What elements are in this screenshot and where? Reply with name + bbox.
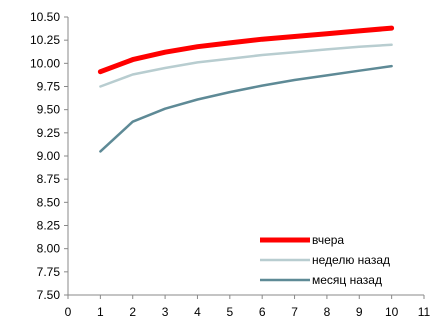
y-tick-label: 9.75: [37, 80, 61, 94]
x-tick-label: 2: [129, 305, 136, 319]
y-tick-label: 7.50: [37, 288, 61, 302]
legend-label: неделю назад: [312, 253, 390, 267]
y-tick-label: 9.50: [37, 103, 61, 117]
series-line-2: [99, 64, 393, 153]
y-tick-label: 8.50: [37, 195, 61, 209]
y-tick-label: 7.75: [37, 265, 61, 279]
x-tick-label: 7: [291, 305, 298, 319]
legend: вчера неделю назад месяц назад: [260, 233, 390, 287]
x-tick-label: 1: [97, 305, 104, 319]
legend-label: месяц назад: [312, 273, 382, 287]
x-tick-label: 5: [226, 305, 233, 319]
series-layer: [97, 25, 395, 153]
x-tick-label: 9: [356, 305, 363, 319]
axes: 10.50 10.25 10.00 9.75 9.50 9.25 9.00 8.75 8.50 8…: [30, 10, 431, 319]
x-tick-label: 8: [324, 305, 331, 319]
x-tick-label: 6: [259, 305, 266, 319]
y-tick-label: 10.50: [30, 10, 60, 24]
y-tick-label: 9.00: [37, 149, 61, 163]
x-tick-label: 11: [418, 305, 431, 319]
y-tick-label: 8.25: [37, 219, 61, 233]
y-tick-label: 8.75: [37, 172, 61, 186]
x-tick-label: 4: [194, 305, 201, 319]
y-tick-label: 10.25: [30, 33, 60, 47]
y-tick-label: 8.00: [37, 242, 61, 256]
x-tick-label: 3: [162, 305, 169, 319]
series-line-1: [99, 43, 393, 88]
y-tick-label: 10.00: [30, 56, 60, 70]
y-tick-label: 9.25: [37, 126, 61, 140]
legend-label: вчера: [312, 233, 344, 247]
series-line-0: [97, 25, 395, 75]
x-tick-label: 10: [385, 305, 399, 319]
x-tick-label: 0: [65, 305, 72, 319]
